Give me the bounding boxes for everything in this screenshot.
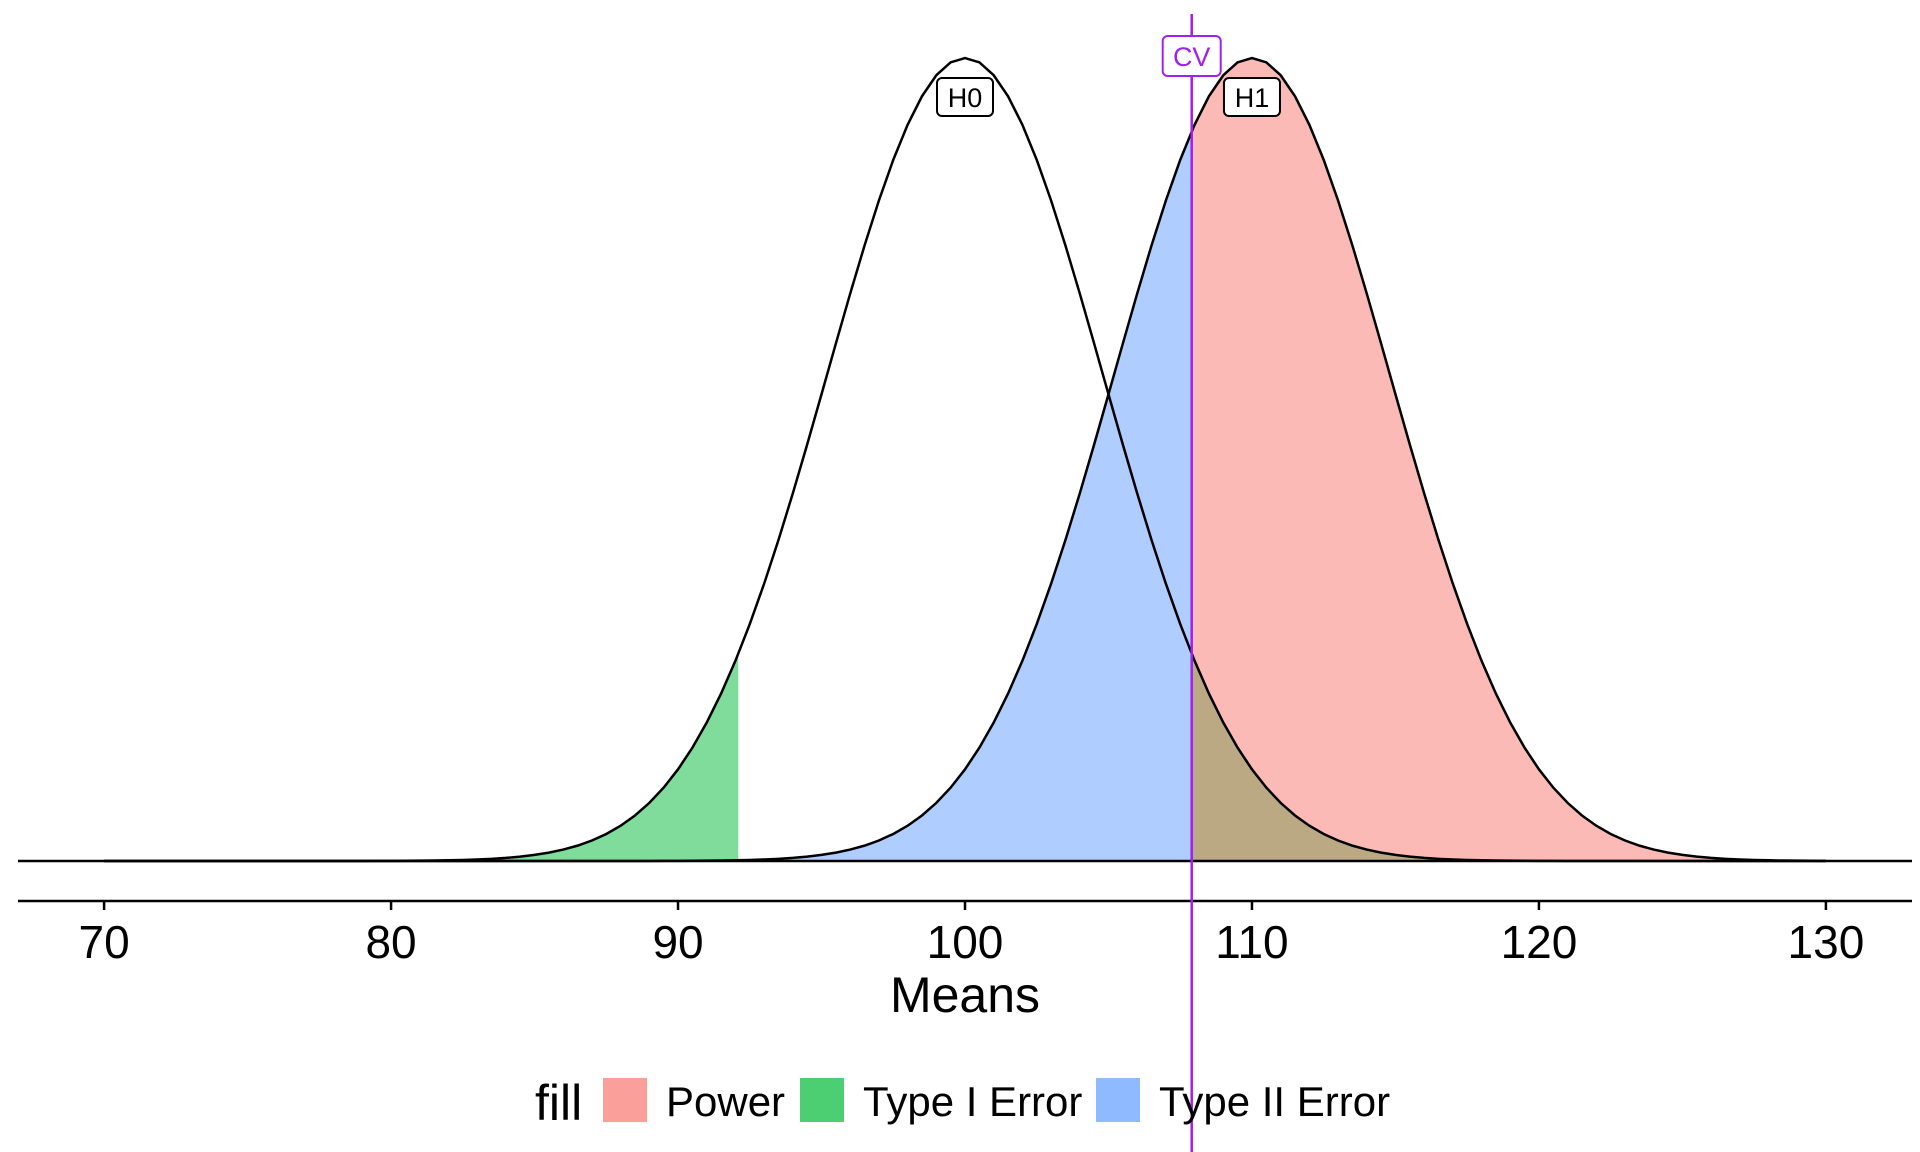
legend-items: Power Type I Error Type II Error bbox=[603, 1078, 1390, 1125]
legend: fill Power Type I Error Type II Error bbox=[535, 1075, 1390, 1131]
x-tick-label: 80 bbox=[365, 916, 416, 968]
x-axis-title: Means bbox=[890, 967, 1040, 1023]
legend-item-type-i-error: Type I Error bbox=[800, 1078, 1082, 1125]
curve-label-box bbox=[1222, 77, 1281, 117]
legend-label: Type II Error bbox=[1159, 1078, 1390, 1125]
legend-swatch bbox=[800, 1078, 844, 1122]
legend-item-power: Power bbox=[603, 1078, 785, 1125]
curve-label-text: H0 bbox=[948, 83, 983, 113]
curve-label-text: H1 bbox=[1235, 83, 1270, 113]
legend-label: Power bbox=[666, 1078, 785, 1125]
x-tick-label: 70 bbox=[79, 916, 130, 968]
curve-label-h0: H0 bbox=[936, 77, 994, 117]
legend-swatch bbox=[603, 1078, 647, 1122]
critical-value-label-box bbox=[1161, 35, 1222, 77]
legend-swatch bbox=[1096, 1078, 1140, 1122]
x-tick-label: 100 bbox=[927, 916, 1004, 968]
region-power-h1 bbox=[1191, 58, 1826, 861]
curve-labels: H0 H1 bbox=[936, 77, 1281, 117]
legend-title: fill bbox=[535, 1075, 582, 1131]
x-tick-label: 130 bbox=[1788, 916, 1865, 968]
density-curves bbox=[104, 56, 1826, 863]
x-axis-ticks: 70 80 90 100 110 120 130 bbox=[79, 901, 1865, 968]
legend-label: Type I Error bbox=[863, 1078, 1082, 1125]
x-tick-label: 120 bbox=[1501, 916, 1578, 968]
curve-h1 bbox=[104, 56, 1826, 863]
shaded-regions bbox=[104, 58, 1826, 862]
legend-item-type-ii-error: Type II Error bbox=[1096, 1078, 1390, 1125]
critical-value-label-text: CV bbox=[1173, 42, 1211, 72]
curve-label-box bbox=[936, 77, 994, 117]
x-tick-label: 90 bbox=[652, 916, 703, 968]
curve-label-h1: H1 bbox=[1222, 77, 1281, 117]
region-type-i-error-h0 bbox=[104, 653, 739, 861]
x-tick-label: 110 bbox=[1215, 916, 1288, 968]
region-type-ii-error-h1 bbox=[104, 131, 1192, 862]
critical-value-label: CV bbox=[1161, 35, 1222, 77]
curve-h0 bbox=[104, 56, 1826, 863]
